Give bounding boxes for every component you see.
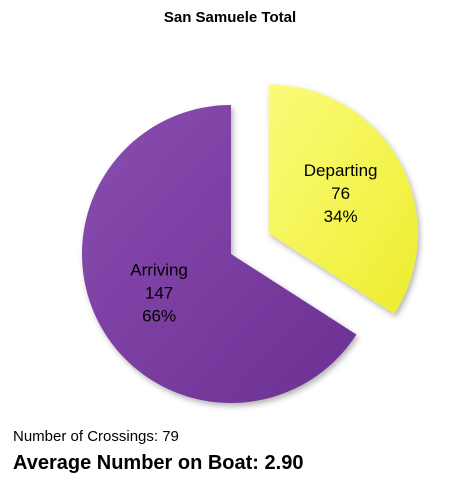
chart-title: San Samuele Total bbox=[163, 9, 297, 26]
average-on-boat: Average Number on Boat: 2.90 bbox=[13, 452, 304, 474]
slice-label-departing: Departing 76 34% bbox=[304, 161, 378, 226]
slice-label-arriving: Arriving 147 66% bbox=[130, 260, 188, 325]
pie-slice-arriving bbox=[82, 105, 357, 403]
pie-slice-departing bbox=[268, 84, 418, 314]
crossings-count: Number of Crossings: 79 bbox=[13, 428, 179, 445]
